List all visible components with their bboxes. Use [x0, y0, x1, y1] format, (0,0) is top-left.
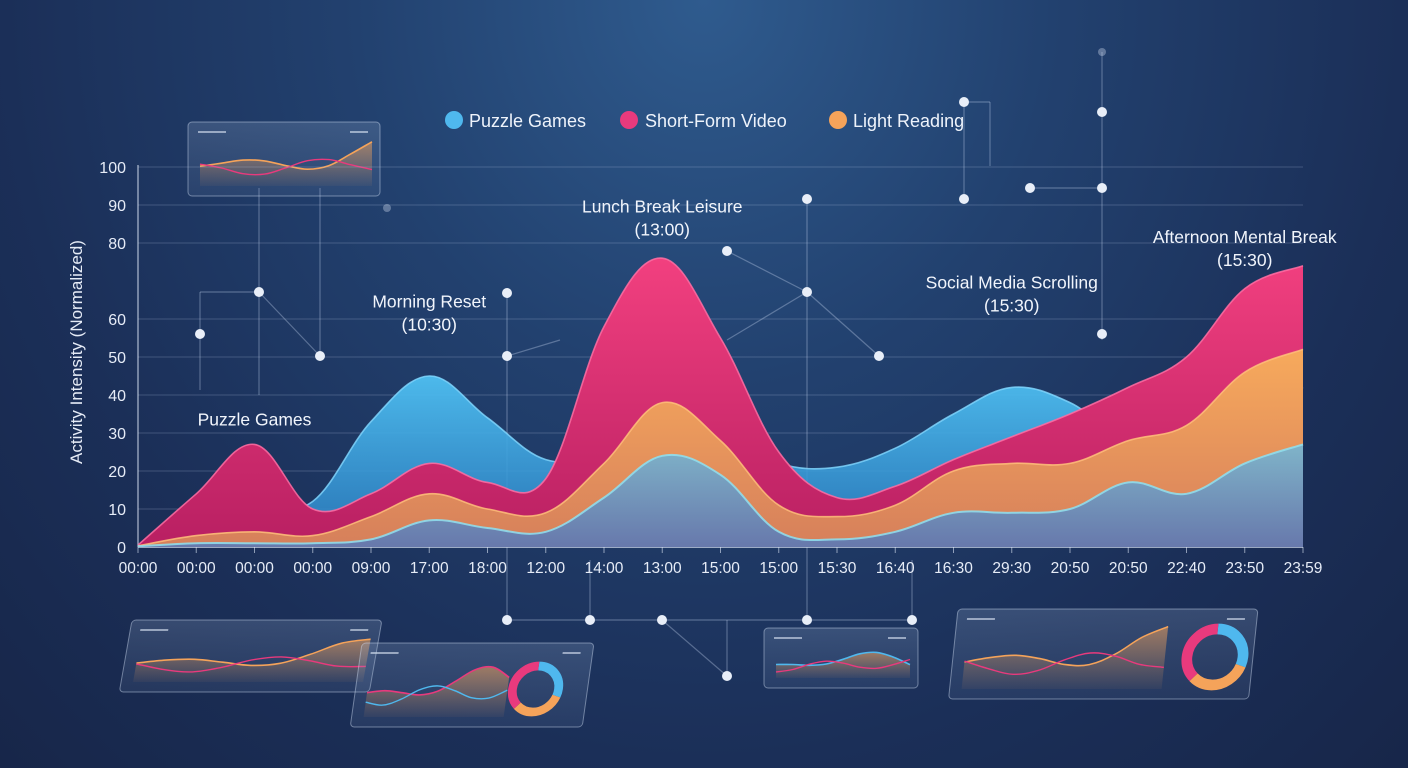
x-tick-label: 29:30	[992, 560, 1031, 577]
network-node	[959, 194, 969, 204]
annotation-time: (15:30)	[1217, 250, 1272, 270]
mini-dashboard-panel	[948, 608, 1259, 700]
network-node	[1025, 183, 1035, 193]
y-tick-label: 0	[117, 540, 126, 557]
y-tick-label: 80	[108, 236, 126, 253]
network-node	[1097, 107, 1107, 117]
legend-swatch-icon	[620, 111, 638, 129]
area-base-layer-line	[137, 443, 1304, 548]
donut-icon	[507, 661, 564, 717]
legend-swatch-icon	[829, 111, 847, 129]
x-tick-label: 16:40	[876, 560, 915, 577]
area-light-reading-line	[137, 348, 1304, 547]
chart-annotations: Puzzle Games Morning Reset (10:30) Lunch Br…	[198, 197, 1337, 430]
x-tick-label: 23:59	[1284, 560, 1323, 577]
x-tick-label: 14:00	[585, 560, 624, 577]
annotation-label: Social Media Scrolling	[926, 273, 1098, 293]
x-tick-label: 18:00	[468, 560, 507, 577]
network-link	[258, 291, 321, 357]
mini-dashboard-panel	[763, 627, 919, 689]
network-node	[802, 287, 812, 297]
network-node	[959, 97, 969, 107]
network-link	[726, 250, 808, 293]
x-tick-label: 00:00	[235, 560, 274, 577]
legend-label: Puzzle Games	[469, 111, 586, 131]
series-areas	[137, 257, 1304, 548]
annotation-label: Afternoon Mental Break	[1153, 227, 1337, 247]
area-light-reading	[138, 349, 1303, 547]
legend-label: Light Reading	[853, 111, 964, 131]
mini-dashboard-panel	[187, 121, 381, 197]
y-tick-label: 20	[108, 464, 126, 481]
network-node	[502, 288, 512, 298]
annotation-label: Morning Reset	[372, 292, 486, 312]
legend-item-puzzle-games[interactable]: Puzzle Games	[445, 111, 586, 131]
network-node	[383, 204, 391, 212]
network-node	[722, 671, 732, 681]
network-node	[315, 351, 325, 361]
x-tick-label: 00:00	[177, 560, 216, 577]
network-node	[502, 615, 512, 625]
network-link	[661, 619, 728, 677]
x-tick-label: 15:30	[818, 560, 857, 577]
annotation-time: (15:30)	[984, 296, 1039, 316]
legend-swatch-icon	[445, 111, 463, 129]
y-tick-label: 30	[108, 426, 126, 443]
x-tick-label: 22:40	[1167, 560, 1206, 577]
network-node	[254, 287, 264, 297]
network-nodes	[195, 48, 1107, 681]
network-link	[806, 291, 880, 357]
x-tick-label: 00:00	[119, 560, 158, 577]
x-tick-label: 12:00	[526, 560, 565, 577]
network-node	[874, 351, 884, 361]
x-tick-label: 17:00	[410, 560, 449, 577]
y-axis-label: Activity Intensity (Normalized)	[67, 240, 86, 464]
x-tick-label: 00:00	[293, 560, 332, 577]
annotation-time: (10:30)	[402, 315, 457, 335]
annotation-label: Lunch Break Leisure	[582, 197, 743, 217]
x-tick-label: 15:00	[759, 560, 798, 577]
network-node	[502, 351, 512, 361]
y-tick-label: 90	[108, 198, 126, 215]
donut-icon	[1181, 623, 1249, 691]
network-node	[585, 615, 595, 625]
y-tick-label: 10	[108, 502, 126, 519]
area-short-form-video-line	[137, 257, 1304, 546]
x-tick-label: 20:50	[1109, 560, 1148, 577]
x-tick-label: 09:00	[352, 560, 391, 577]
legend-label: Short-Form Video	[645, 111, 787, 131]
network-node	[657, 615, 667, 625]
network-node	[802, 194, 812, 204]
network-node	[802, 615, 812, 625]
decorative-network	[119, 52, 1259, 728]
legend-item-light-reading[interactable]: Light Reading	[829, 111, 964, 131]
annotation-time: (13:00)	[635, 220, 690, 240]
x-tick-label: 15:00	[701, 560, 740, 577]
legend: Puzzle Games Short-Form Video Light Read…	[445, 111, 964, 131]
network-node	[1097, 183, 1107, 193]
legend-item-short-form-video[interactable]: Short-Form Video	[620, 111, 787, 131]
y-tick-label: 40	[108, 388, 126, 405]
network-node	[195, 329, 205, 339]
x-tick-label: 23:50	[1225, 560, 1264, 577]
network-link	[726, 291, 808, 341]
y-tick-label: 60	[108, 312, 126, 329]
y-axis-ticks: 0 10 20 30 40 50 60 80 90 100	[99, 160, 126, 557]
x-tick-label: 13:00	[643, 560, 682, 577]
network-node	[1097, 329, 1107, 339]
y-tick-label: 100	[99, 160, 126, 177]
network-link	[506, 339, 561, 357]
mini-dashboard-panel	[350, 642, 594, 728]
y-tick-label: 50	[108, 350, 126, 367]
network-node	[722, 246, 732, 256]
network-node	[1098, 48, 1106, 56]
mini-dashboard-panel	[119, 619, 382, 693]
annotation-label: Puzzle Games	[198, 409, 312, 429]
x-axis-ticks: 00:00 00:00 00:00 00:00 09:00 17:00 18:00 12:00…	[119, 560, 1323, 577]
network-node	[907, 615, 917, 625]
x-tick-label: 16:30	[934, 560, 973, 577]
x-tick-label: 20:50	[1051, 560, 1090, 577]
